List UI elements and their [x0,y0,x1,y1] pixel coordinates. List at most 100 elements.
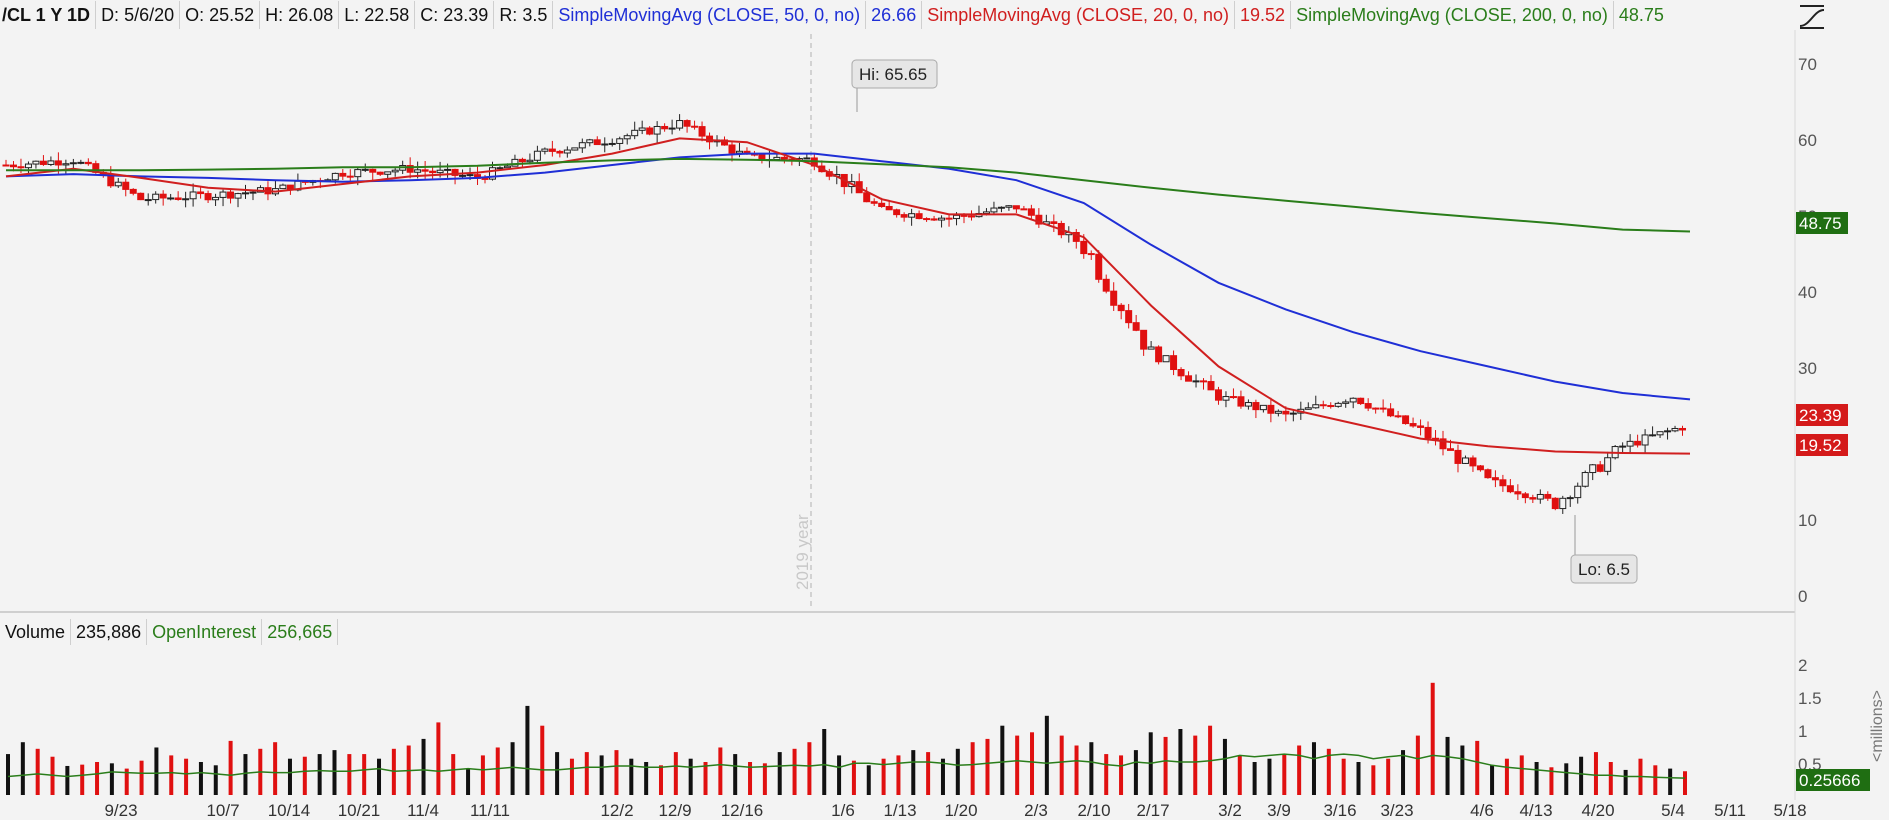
candle [945,213,953,227]
date-label: 1/20 [944,801,977,820]
price-axis[interactable]: 70 60 50 40 30 20 10 0 [1798,55,1817,606]
candle [114,177,122,188]
candle [152,191,160,204]
sma20-value: 19.52 [1235,1,1292,29]
candle [1671,425,1679,433]
sma20-label[interactable]: SimpleMovingAvg (CLOSE, 20, 0, no) [922,1,1236,29]
volume-bar [1549,767,1554,795]
candle [1132,314,1140,332]
volume-bar [302,756,307,795]
volume-bar [184,758,189,795]
candle [631,121,639,140]
drawing-tool-icon[interactable] [1796,2,1828,30]
volume-bar [273,742,278,795]
volume-bar [1460,745,1465,795]
date-label: 5/18 [1773,801,1806,820]
candle [1050,214,1058,232]
low-readout: L: 22.58 [339,1,416,29]
candle [646,126,654,136]
candle [1656,431,1664,438]
candle [1072,229,1080,249]
volume-bar [65,765,70,795]
volume-bar [1074,745,1079,795]
candle [1581,470,1589,488]
candle [1214,386,1222,405]
candle [1117,303,1125,320]
symbol-label[interactable]: /CL 1 Y 1D [0,1,97,29]
volume-bar [614,750,619,795]
candle [391,166,399,177]
candle [1521,492,1529,504]
date-axis[interactable]: 9/23 10/7 10/14 10/21 11/4 11/11 12/2 12/9 12/16… [104,801,1806,820]
date-label: 3/2 [1218,801,1242,820]
volume-bar [1326,748,1331,795]
candle [1095,250,1103,283]
candle [1170,350,1178,376]
date-label: 5/4 [1661,801,1685,820]
candle [1005,205,1013,211]
candle [1125,304,1133,329]
candle [204,190,212,204]
candle [1222,391,1230,408]
price-tag-sma20-value: 19.52 [1799,436,1842,455]
candle [32,160,40,169]
candle [369,168,377,181]
volume-label[interactable]: Volume [0,619,72,645]
candle [62,159,70,174]
range-readout: R: 3.5 [494,1,554,29]
date-label: 11/4 [407,801,439,820]
date-label: 4/6 [1470,801,1494,820]
candle [212,193,220,206]
price-tick: 60 [1798,131,1817,150]
volume-bar [1445,736,1450,795]
candle [1626,434,1634,453]
candle [496,166,504,170]
date-label: 1/13 [883,801,916,820]
candle [533,145,541,164]
volume-bar [317,754,322,795]
volume-units-label: <millions> [1869,690,1886,762]
date-label: 2/17 [1136,801,1169,820]
candle [1409,417,1417,428]
candle [129,188,137,196]
candle [1162,355,1170,363]
candle [586,138,594,147]
candle [908,208,916,226]
volume-bar [1371,765,1376,795]
volume-bar [510,742,515,795]
volume-axis[interactable]: 2 1.5 1 0.5 <millions> [1798,656,1886,774]
candle [1200,378,1208,390]
candle [167,193,175,201]
candle [691,120,699,130]
sma50-label[interactable]: SimpleMovingAvg (CLOSE, 50, 0, no) [553,1,867,29]
candle [24,161,32,175]
volume-bar [169,755,174,795]
volume-bar [911,750,916,795]
candle [1491,470,1499,488]
volume-bar [1000,725,1005,795]
candle [1634,434,1642,448]
volume-value: 235,886 [71,619,148,645]
volume-bar [1401,750,1406,795]
date-label: 3/23 [1380,801,1413,820]
sma200-label[interactable]: SimpleMovingAvg (CLOSE, 200, 0, no) [1291,1,1614,29]
volume-bar [926,752,931,795]
sma200-value: 48.75 [1618,5,1664,25]
volume-bar [154,747,159,795]
volume-bar [599,755,604,795]
volume-bar [540,725,545,795]
volume-bar [673,752,678,795]
candle [923,217,931,222]
candle [1379,399,1387,413]
price-tick: 0 [1798,587,1807,606]
sma20-line [5,137,1691,455]
open-interest-label[interactable]: OpenInterest [147,619,263,645]
date-label: 2/10 [1077,801,1110,820]
candle [84,158,92,166]
candle [339,169,347,180]
candle [653,121,661,143]
open-interest-line [7,753,1686,779]
volume-header: Volume 235,886 OpenInterest 256,665 [0,618,339,646]
date-label: 4/13 [1519,801,1552,820]
